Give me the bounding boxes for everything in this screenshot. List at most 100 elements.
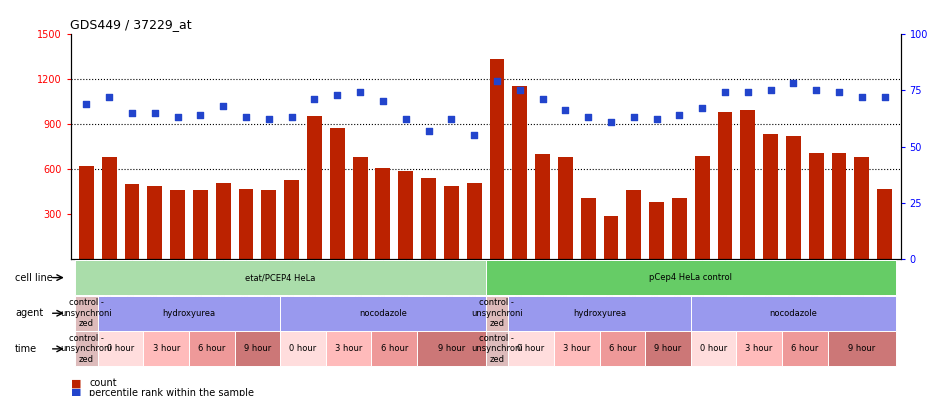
Point: [854, 94, 870, 100]
Point: [786, 80, 801, 86]
Point: [170, 114, 185, 120]
Text: 9 hour: 9 hour: [243, 345, 271, 353]
Text: 0 hour: 0 hour: [290, 345, 317, 353]
Point: [307, 96, 322, 102]
Bar: [581, 198, 596, 259]
Text: count: count: [89, 378, 117, 388]
Text: nocodazole: nocodazole: [770, 309, 817, 318]
Point: [193, 112, 208, 118]
Text: nocodazole: nocodazole: [359, 309, 407, 318]
Point: [649, 116, 664, 123]
Bar: [763, 135, 778, 259]
Text: ■: ■: [70, 378, 81, 388]
Text: control -
unsynchroni
zed: control - unsynchroni zed: [471, 334, 523, 364]
Point: [102, 94, 117, 100]
Bar: [535, 154, 550, 259]
Text: 0 hour: 0 hour: [700, 345, 728, 353]
Text: percentile rank within the sample: percentile rank within the sample: [89, 388, 255, 396]
Point: [375, 98, 390, 105]
Point: [695, 105, 710, 111]
Text: hydroxyurea: hydroxyurea: [573, 309, 626, 318]
Bar: [717, 112, 732, 259]
Text: 3 hour: 3 hour: [745, 345, 773, 353]
Point: [626, 114, 641, 120]
Point: [330, 91, 345, 98]
Bar: [330, 128, 345, 259]
Point: [79, 101, 94, 107]
Point: [763, 87, 778, 93]
Bar: [399, 171, 413, 259]
Bar: [512, 86, 527, 259]
Bar: [102, 157, 117, 259]
Text: time: time: [15, 344, 38, 354]
Text: agent: agent: [15, 308, 43, 318]
Bar: [672, 198, 687, 259]
Bar: [626, 190, 641, 259]
Bar: [239, 188, 254, 259]
Bar: [786, 136, 801, 259]
Point: [808, 87, 823, 93]
Text: 6 hour: 6 hour: [381, 345, 408, 353]
Point: [148, 109, 163, 116]
Bar: [603, 216, 619, 259]
Bar: [832, 152, 846, 259]
Point: [557, 107, 572, 114]
Text: 3 hour: 3 hour: [152, 345, 180, 353]
Bar: [148, 186, 163, 259]
Bar: [466, 183, 481, 259]
Point: [490, 78, 505, 84]
Text: hydroxyurea: hydroxyurea: [163, 309, 215, 318]
Point: [421, 128, 436, 134]
Bar: [193, 190, 208, 259]
Text: cell line: cell line: [15, 272, 53, 283]
Point: [512, 87, 527, 93]
Point: [740, 89, 755, 95]
Bar: [284, 180, 299, 259]
Bar: [421, 178, 436, 259]
Point: [352, 89, 368, 95]
Bar: [741, 110, 755, 259]
Point: [216, 103, 231, 109]
Text: 0 hour: 0 hour: [518, 345, 545, 353]
Point: [581, 114, 596, 120]
Bar: [854, 157, 870, 259]
Bar: [444, 186, 459, 259]
Bar: [558, 157, 572, 259]
Bar: [375, 168, 390, 259]
Bar: [261, 190, 276, 259]
Bar: [79, 166, 94, 259]
Point: [261, 116, 276, 123]
Text: 9 hour: 9 hour: [438, 345, 465, 353]
Point: [603, 118, 619, 125]
Point: [466, 132, 481, 138]
Point: [399, 116, 414, 123]
Point: [124, 109, 139, 116]
Text: 6 hour: 6 hour: [608, 345, 636, 353]
Text: 6 hour: 6 hour: [198, 345, 226, 353]
Point: [239, 114, 254, 120]
Point: [672, 112, 687, 118]
Text: 0 hour: 0 hour: [107, 345, 134, 353]
Bar: [307, 116, 321, 259]
Bar: [352, 157, 368, 259]
Bar: [695, 156, 710, 259]
Point: [535, 96, 550, 102]
Bar: [877, 188, 892, 259]
Text: etat/PCEP4 HeLa: etat/PCEP4 HeLa: [245, 273, 316, 282]
Point: [444, 116, 459, 123]
Point: [832, 89, 847, 95]
Text: control -
unsynchroni
zed: control - unsynchroni zed: [60, 334, 113, 364]
Bar: [650, 202, 664, 259]
Bar: [808, 152, 823, 259]
Bar: [170, 190, 185, 259]
Bar: [125, 184, 139, 259]
Text: control -
unsynchroni
zed: control - unsynchroni zed: [60, 298, 113, 328]
Text: 9 hour: 9 hour: [654, 345, 682, 353]
Text: 9 hour: 9 hour: [848, 345, 875, 353]
Text: 3 hour: 3 hour: [563, 345, 590, 353]
Text: GDS449 / 37229_at: GDS449 / 37229_at: [70, 18, 192, 31]
Point: [877, 94, 892, 100]
Text: pCep4 HeLa control: pCep4 HeLa control: [650, 273, 732, 282]
Text: ■: ■: [70, 388, 81, 396]
Text: 3 hour: 3 hour: [335, 345, 363, 353]
